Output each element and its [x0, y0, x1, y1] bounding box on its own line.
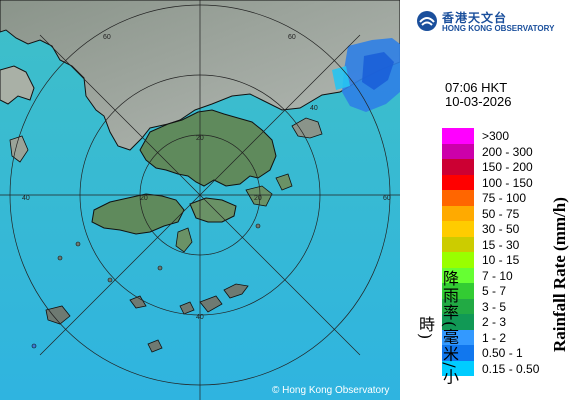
radar-map[interactable]: 60 60 60 40 40 40 20 20 20 © Hong Kong O… [0, 0, 400, 400]
rain-echo-northeast-core [362, 52, 394, 90]
lantau-island [91, 193, 185, 235]
legend-row: >300 [442, 128, 572, 144]
western-islet [9, 135, 29, 163]
legend-swatch [442, 345, 474, 361]
legend-label: 1 - 2 [482, 330, 507, 345]
legend-row: 100 - 150 [442, 174, 572, 190]
legend-row: 15 - 30 [442, 236, 572, 252]
legend-swatch [442, 314, 474, 330]
eastern-islets [275, 173, 293, 191]
legend-label: 5 - 7 [482, 284, 507, 298]
western-shore-land [0, 65, 35, 105]
legend-swatch [442, 360, 474, 376]
legend-row: 5 - 7 [442, 283, 572, 299]
lema-island-1 [199, 295, 223, 313]
legend-row: 2 - 3 [442, 314, 572, 330]
legend-swatch [442, 128, 474, 144]
range-label: 60 [288, 34, 296, 41]
legend-row: 200 - 300 [442, 143, 572, 159]
legend-row: 150 - 200 [442, 159, 572, 175]
range-label: 40 [196, 314, 204, 321]
info-panel: 香港天文台 HONG KONG OBSERVATORY 07:06 HKT 10… [400, 0, 577, 400]
copyright-text: © Hong Kong Observatory [272, 385, 390, 396]
legend-row: 75 - 100 [442, 190, 572, 206]
radar-map-canvas: 60 60 60 40 40 40 20 20 20 [0, 0, 400, 400]
legend-label: 2 - 3 [482, 315, 507, 329]
range-label: 40 [22, 195, 30, 202]
legend-label: 10 - 15 [482, 253, 520, 267]
lamma-island [175, 227, 193, 253]
legend-row: 0.50 - 1 [442, 345, 572, 361]
legend-label: 50 - 75 [482, 206, 520, 221]
legend-row: 30 - 50 [442, 221, 572, 237]
range-label: 20 [140, 195, 148, 202]
legend-swatch [442, 298, 474, 314]
legend-title-en: Rainfall Rate (mm/h) [550, 197, 569, 352]
range-label: 40 [310, 105, 318, 112]
legend-swatch [442, 174, 474, 190]
range-label: 60 [383, 195, 391, 202]
legend-swatch [442, 221, 474, 237]
hko-logo-icon [417, 11, 437, 31]
legend-swatch [442, 283, 474, 299]
legend-label: 15 - 30 [482, 237, 520, 252]
range-label: 20 [196, 135, 204, 142]
range-labels: 60 60 60 40 40 40 20 20 20 [22, 34, 391, 321]
legend-row: 1 - 2 [442, 329, 572, 345]
legend-label: 30 - 50 [482, 222, 520, 236]
legend-swatch [442, 252, 474, 268]
legend-swatch [442, 329, 474, 345]
legend-title-cn: 降雨率(毫米/小時) [416, 270, 459, 386]
legend-row: 3 - 5 [442, 298, 572, 314]
observation-date: 10-03-2026 [445, 94, 512, 109]
rain-echo-light [332, 66, 350, 90]
range-rings [0, 0, 400, 400]
lema-island-3 [179, 301, 195, 315]
legend-label: 200 - 300 [482, 144, 533, 159]
legend-swatch [442, 159, 474, 175]
observation-time: 07:06 HKT [445, 80, 508, 95]
org-name-en: HONG KONG OBSERVATORY [442, 24, 555, 33]
legend-label: 0.50 - 1 [482, 346, 523, 360]
legend-label: 3 - 5 [482, 299, 507, 314]
legend-swatch [442, 205, 474, 221]
eastern-coast [291, 117, 323, 139]
south-islet-a [147, 339, 163, 353]
org-name-cn: 香港天文台 [442, 11, 508, 25]
southwest-islands [45, 305, 71, 325]
legend-label: 100 - 150 [482, 175, 533, 190]
legend-row: 50 - 75 [442, 205, 572, 221]
legend-label: 0.15 - 0.50 [482, 361, 540, 376]
legend-swatch [442, 190, 474, 206]
legend-row: 0.15 - 0.50 [442, 360, 572, 376]
legend-label: 150 - 200 [482, 160, 533, 174]
legend-row: 10 - 15 [442, 252, 572, 268]
range-label: 60 [103, 34, 111, 41]
lema-island-2 [223, 283, 249, 299]
legend-swatch [442, 267, 474, 283]
legend-row: 7 - 10 [442, 267, 572, 283]
hong-kong-land [139, 109, 277, 187]
rainfall-legend: >300 200 - 300 150 - 200 100 - 150 75 - 100 5… [442, 128, 572, 376]
legend-label: 75 - 100 [482, 191, 527, 205]
legend-swatch [442, 143, 474, 159]
legend-swatch [442, 236, 474, 252]
legend-label: >300 [482, 129, 510, 143]
range-label: 20 [254, 195, 262, 202]
legend-label: 7 - 10 [482, 268, 513, 283]
